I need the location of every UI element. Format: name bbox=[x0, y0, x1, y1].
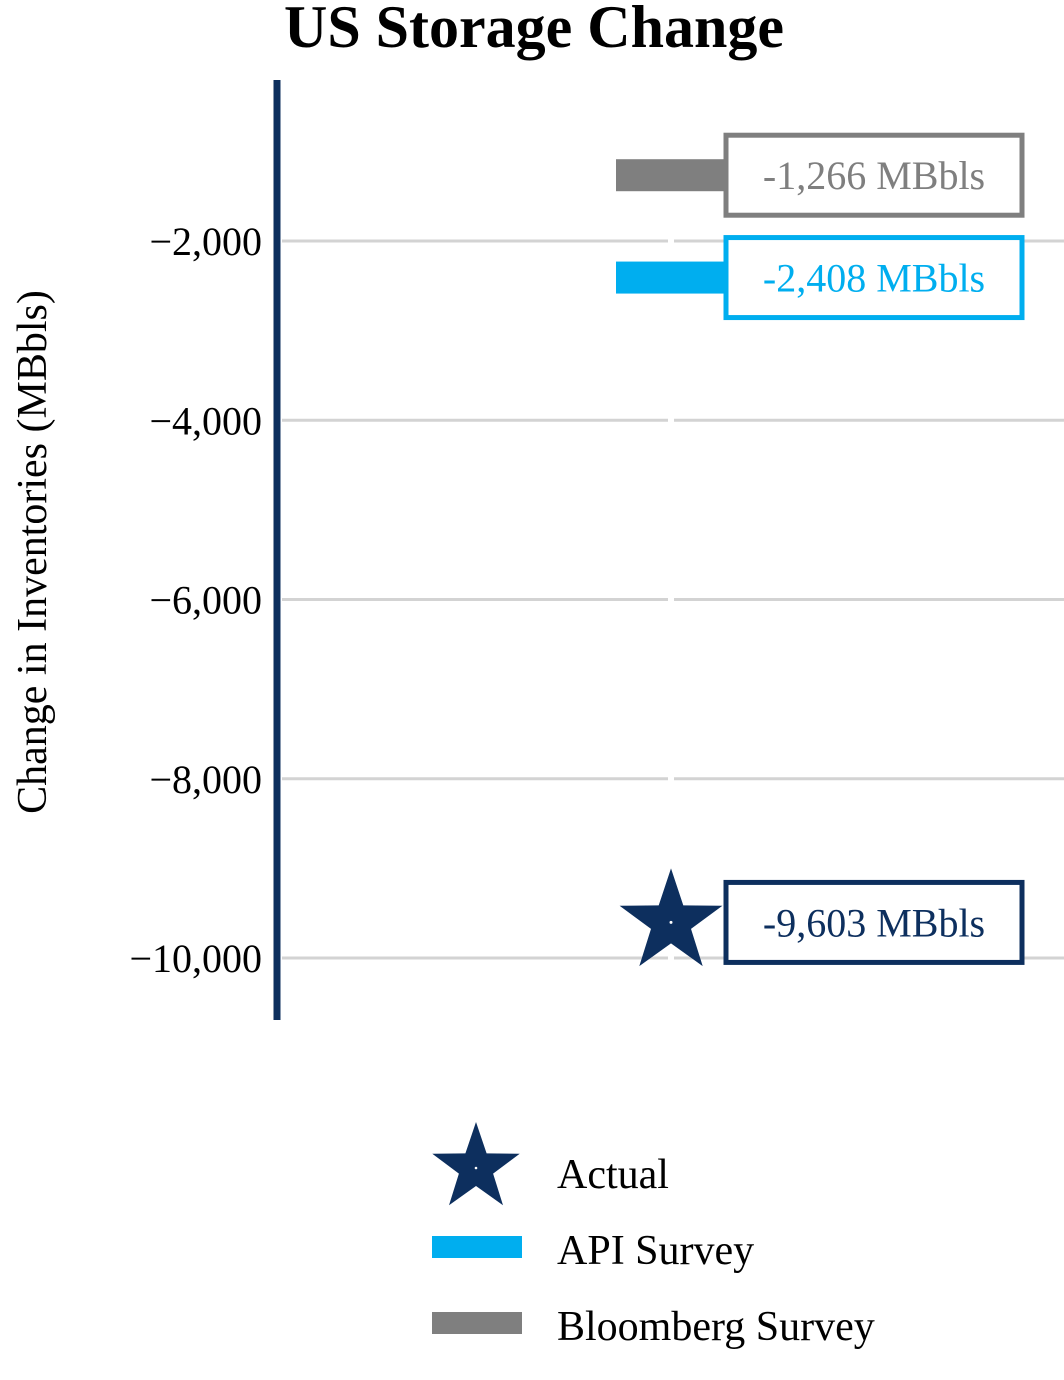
actual-value-label: -9,603 MBbls bbox=[763, 900, 985, 945]
legend-api-survey-label: API Survey bbox=[557, 1228, 754, 1274]
y-tick-label: −4,000 bbox=[149, 398, 262, 443]
legend-actual-label: Actual bbox=[557, 1152, 669, 1198]
gridline-gap bbox=[668, 775, 674, 782]
gridline-gap bbox=[668, 596, 674, 603]
data-marks: -9,603 MBbls -2,408 MBbls -1,266 MBbls bbox=[616, 132, 1025, 967]
gridline-gap bbox=[668, 238, 674, 244]
gridline-gap bbox=[668, 955, 674, 961]
legend-api-survey-swatch bbox=[432, 1236, 522, 1258]
gridline-gap bbox=[668, 417, 674, 424]
y-tick-label: −6,000 bbox=[149, 578, 262, 623]
legend: Actual API Survey Bloomberg Survey bbox=[432, 1122, 875, 1350]
bloomberg-survey-value-label: -1,266 MBbls bbox=[763, 153, 985, 198]
y-tick-label: −10,000 bbox=[129, 936, 262, 981]
bloomberg-survey-value-box bbox=[723, 132, 1025, 218]
chart-title: US Storage Change bbox=[284, 0, 784, 60]
actual-marker-center bbox=[669, 920, 673, 924]
y-axis-label: Change in Inventories (MBbls) bbox=[10, 290, 56, 814]
gridlines bbox=[282, 238, 1064, 961]
api-survey-bar-marker bbox=[616, 261, 728, 294]
legend-bloomberg-survey-swatch bbox=[432, 1312, 522, 1334]
legend-bloomberg-survey-label: Bloomberg Survey bbox=[557, 1304, 875, 1350]
y-tick-label: −2,000 bbox=[149, 219, 262, 264]
legend-actual-star-center bbox=[474, 1166, 478, 1170]
actual-value-box bbox=[723, 879, 1025, 965]
bloomberg-survey-bar-marker bbox=[616, 159, 728, 192]
actual-star-marker bbox=[619, 868, 723, 967]
api-survey-value-box bbox=[723, 235, 1025, 321]
api-survey-value-label: -2,408 MBbls bbox=[763, 256, 985, 301]
legend-actual-star bbox=[432, 1122, 520, 1206]
y-axis-ticks: −2,000 −4,000 −6,000 −8,000 −10,000 bbox=[129, 219, 262, 981]
y-tick-label: −8,000 bbox=[149, 757, 262, 802]
